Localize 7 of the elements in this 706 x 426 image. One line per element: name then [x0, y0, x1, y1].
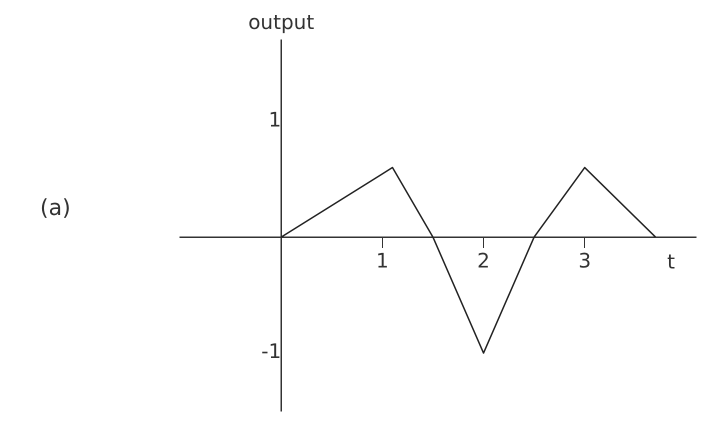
x-tick-label: 3 [578, 248, 592, 272]
y-tick-label: -1 [261, 339, 282, 364]
x-tick-label: 2 [477, 248, 490, 272]
y-axis-title: output [248, 10, 314, 34]
x-axis-title: t [667, 249, 676, 274]
text: (a) [40, 196, 71, 221]
x-tick-label: 1 [376, 248, 389, 272]
